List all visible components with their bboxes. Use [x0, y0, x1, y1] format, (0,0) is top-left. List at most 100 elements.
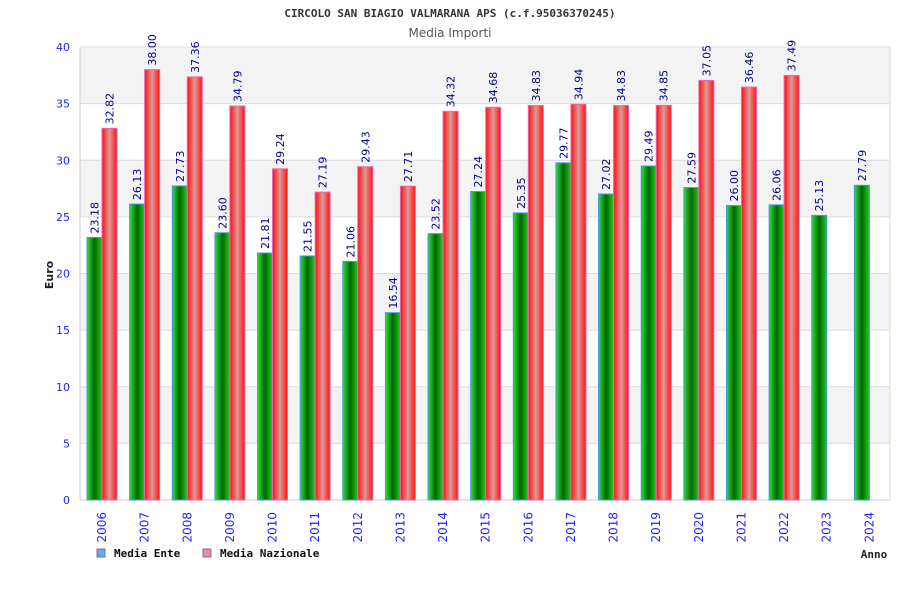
bar-media-ente: [470, 191, 487, 501]
x-tick-label: 2012: [351, 512, 365, 543]
bar-media-nazionale: [186, 76, 203, 501]
bar-media-ente: [598, 193, 615, 501]
legend-label: Media Ente: [114, 547, 181, 560]
x-tick-label: 2023: [820, 512, 834, 543]
data-label: 36.46: [743, 52, 756, 84]
data-label: 27.59: [685, 152, 698, 184]
bar-media-nazionale: [229, 105, 246, 501]
data-label: 23.18: [89, 202, 102, 234]
x-tick-label: 2008: [180, 512, 194, 543]
data-label: 34.32: [445, 76, 458, 108]
bar-media-ente: [171, 185, 188, 501]
bar-media-ente: [512, 212, 529, 501]
x-tick-label: 2022: [777, 512, 791, 543]
y-tick-label: 30: [56, 154, 70, 167]
x-tick-label: 2009: [223, 512, 237, 543]
data-label: 34.68: [487, 72, 500, 104]
data-label: 29.77: [557, 127, 570, 159]
data-label: 34.85: [658, 70, 671, 102]
bar-media-ente: [342, 260, 359, 501]
x-tick-label: 2020: [692, 512, 706, 543]
legend-swatch: [96, 548, 106, 558]
chart-subtitle: Media Importi: [408, 26, 491, 40]
bar-media-ente: [640, 165, 657, 501]
data-label: 23.60: [216, 197, 229, 229]
data-label: 32.82: [104, 93, 117, 125]
y-tick-label: 35: [56, 98, 70, 111]
x-tick-label: 2014: [436, 512, 450, 543]
bar-media-nazionale: [655, 104, 672, 501]
data-label: 37.05: [700, 45, 713, 77]
bar-media-ente: [853, 184, 870, 501]
bar-media-nazionale: [740, 86, 757, 501]
x-tick-label: 2021: [734, 512, 748, 543]
bar-media-nazionale: [698, 79, 715, 501]
data-label: 16.54: [387, 277, 400, 309]
bar-media-nazionale: [485, 106, 502, 501]
data-label: 25.13: [813, 180, 826, 212]
data-label: 37.36: [189, 41, 202, 73]
y-tick-label: 20: [56, 268, 70, 281]
bar-media-nazionale: [272, 168, 289, 501]
data-label: 27.02: [600, 158, 613, 190]
data-label: 27.19: [317, 157, 330, 189]
x-tick-label: 2019: [649, 512, 663, 543]
data-label: 26.06: [771, 169, 784, 201]
legend-swatch: [202, 548, 212, 558]
bar-media-nazionale: [442, 110, 459, 501]
bar-media-nazionale: [783, 74, 800, 501]
bar-media-ente: [86, 236, 103, 501]
y-tick-label: 40: [56, 41, 70, 54]
y-tick-label: 15: [56, 324, 70, 337]
x-tick-label: 2011: [308, 512, 322, 543]
data-label: 26.13: [131, 169, 144, 201]
data-label: 29.43: [359, 131, 372, 163]
data-label: 27.79: [856, 150, 869, 182]
bar-media-nazionale: [357, 166, 374, 501]
x-tick-label: 2017: [564, 512, 578, 543]
data-label: 34.83: [615, 70, 628, 102]
bar-media-ente: [683, 187, 700, 501]
data-label: 27.71: [402, 151, 415, 183]
data-label: 34.83: [530, 70, 543, 102]
data-label: 29.49: [643, 131, 656, 163]
legend: Media Ente Media Nazionale: [96, 547, 320, 560]
x-tick-label: 2013: [393, 512, 407, 543]
x-tick-label: 2024: [862, 512, 876, 543]
bar-media-nazionale: [144, 69, 161, 501]
bar-media-nazionale: [399, 185, 416, 501]
x-tick-label: 2006: [95, 512, 109, 543]
bar-media-ente: [768, 204, 785, 501]
y-tick-label: 0: [63, 494, 70, 507]
data-label: 21.81: [259, 218, 272, 250]
y-tick-label: 25: [56, 211, 70, 224]
bar-media-nazionale: [527, 105, 544, 501]
data-label: 38.00: [146, 34, 159, 66]
chart-title: CIRCOLO SAN BIAGIO VALMARANA APS (c.f.95…: [284, 7, 615, 20]
y-tick-label: 10: [56, 381, 70, 394]
bar-media-ente: [384, 312, 401, 501]
bar-media-ente: [299, 255, 316, 501]
x-axis-label: Anno: [861, 548, 888, 561]
bar-media-ente: [214, 232, 231, 501]
bar-media-ente: [129, 203, 146, 501]
data-label: 34.79: [231, 71, 244, 103]
bar-media-nazionale: [314, 191, 331, 501]
y-axis-label: Euro: [43, 260, 56, 289]
x-tick-label: 2016: [521, 512, 535, 543]
bar-media-nazionale: [101, 127, 118, 501]
x-tick-label: 2018: [607, 512, 621, 543]
x-tick-label: 2010: [266, 512, 280, 543]
y-tick-label: 5: [63, 437, 70, 450]
bar-media-nazionale: [613, 105, 630, 501]
data-label: 23.52: [430, 198, 443, 230]
bar-media-nazionale: [570, 103, 587, 501]
data-label: 21.55: [302, 220, 315, 252]
x-tick-label: 2007: [138, 512, 152, 543]
data-label: 27.73: [174, 150, 187, 182]
bar-media-ente: [257, 252, 274, 501]
data-label: 37.49: [786, 40, 799, 72]
data-label: 25.35: [515, 177, 528, 209]
